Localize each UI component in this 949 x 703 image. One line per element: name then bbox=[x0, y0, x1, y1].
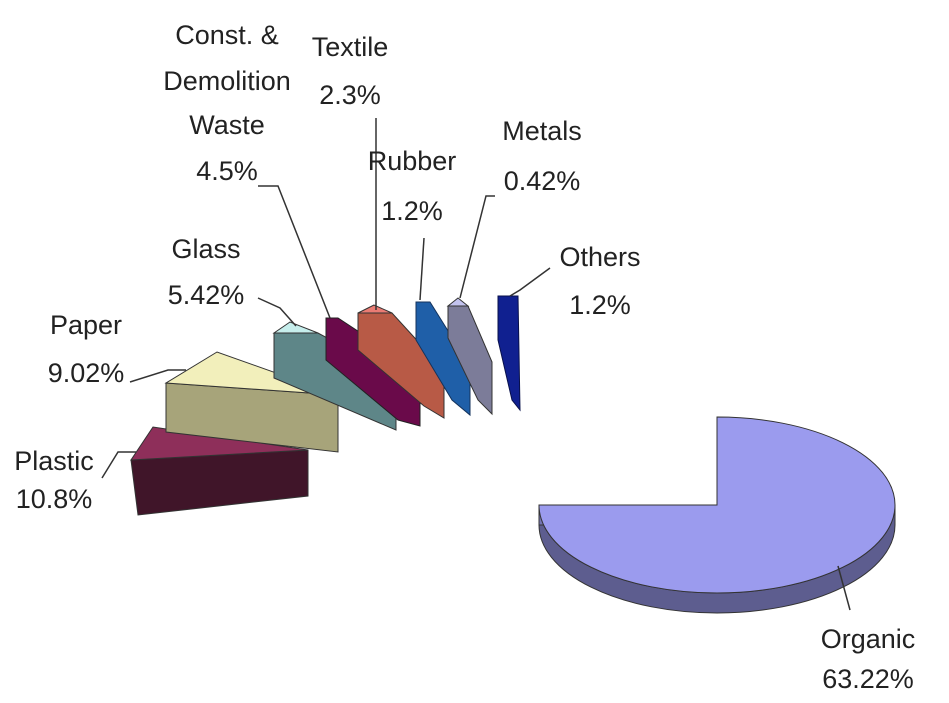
label-others-name: Others bbox=[559, 242, 640, 272]
leader-plastic bbox=[101, 451, 136, 479]
label-cdw-line1: Const. & bbox=[175, 20, 279, 50]
label-organic-value: 63.22% bbox=[822, 664, 914, 694]
leader-metals bbox=[459, 195, 495, 299]
label-cdw-line3: Waste bbox=[189, 110, 265, 140]
leader-others bbox=[509, 267, 551, 297]
slice-side-wall bbox=[325, 317, 421, 427]
slice-rubber bbox=[415, 301, 471, 417]
slice-labels: Organic 63.22% Plastic 10.8% Paper 9.02%… bbox=[14, 20, 915, 694]
leader-cdw bbox=[258, 185, 331, 319]
slice-organic bbox=[538, 416, 896, 614]
leader-paper bbox=[129, 369, 186, 383]
label-metals-name: Metals bbox=[502, 116, 582, 146]
label-glass-name: Glass bbox=[171, 234, 240, 264]
label-cdw-value: 4.5% bbox=[196, 156, 258, 186]
leader-rubber bbox=[419, 237, 425, 301]
label-paper-value: 9.02% bbox=[48, 358, 125, 388]
label-rubber-name: Rubber bbox=[368, 146, 457, 176]
slice-top-face bbox=[446, 297, 470, 307]
slice-textile bbox=[357, 304, 445, 419]
label-plastic-value: 10.8% bbox=[16, 484, 93, 514]
label-textile-value: 2.3% bbox=[319, 80, 381, 110]
slice-side-wall bbox=[415, 301, 471, 417]
slice-plastic bbox=[130, 426, 309, 516]
label-textile-name: Textile bbox=[312, 32, 389, 62]
slice-glass bbox=[272, 321, 397, 431]
label-glass-value: 5.42% bbox=[168, 280, 245, 310]
slice-top-face bbox=[357, 304, 393, 314]
label-cdw-line2: Demolition bbox=[163, 66, 291, 96]
slice-const-demolition-waste bbox=[325, 317, 421, 427]
label-paper-name: Paper bbox=[50, 310, 122, 340]
slice-side-wall bbox=[130, 449, 309, 516]
slice-others bbox=[497, 295, 521, 412]
slice-top-face bbox=[272, 321, 319, 334]
label-others-value: 1.2% bbox=[569, 290, 631, 320]
label-metals-value: 0.42% bbox=[504, 166, 581, 196]
slice-side-wall bbox=[497, 295, 521, 412]
label-organic-name: Organic bbox=[821, 624, 916, 654]
leader-organic bbox=[837, 565, 851, 611]
slice-top-face bbox=[538, 416, 896, 594]
label-rubber-value: 1.2% bbox=[381, 196, 443, 226]
label-plastic-name: Plastic bbox=[14, 446, 94, 476]
slice-metals bbox=[446, 297, 493, 416]
leader-glass bbox=[257, 297, 297, 327]
